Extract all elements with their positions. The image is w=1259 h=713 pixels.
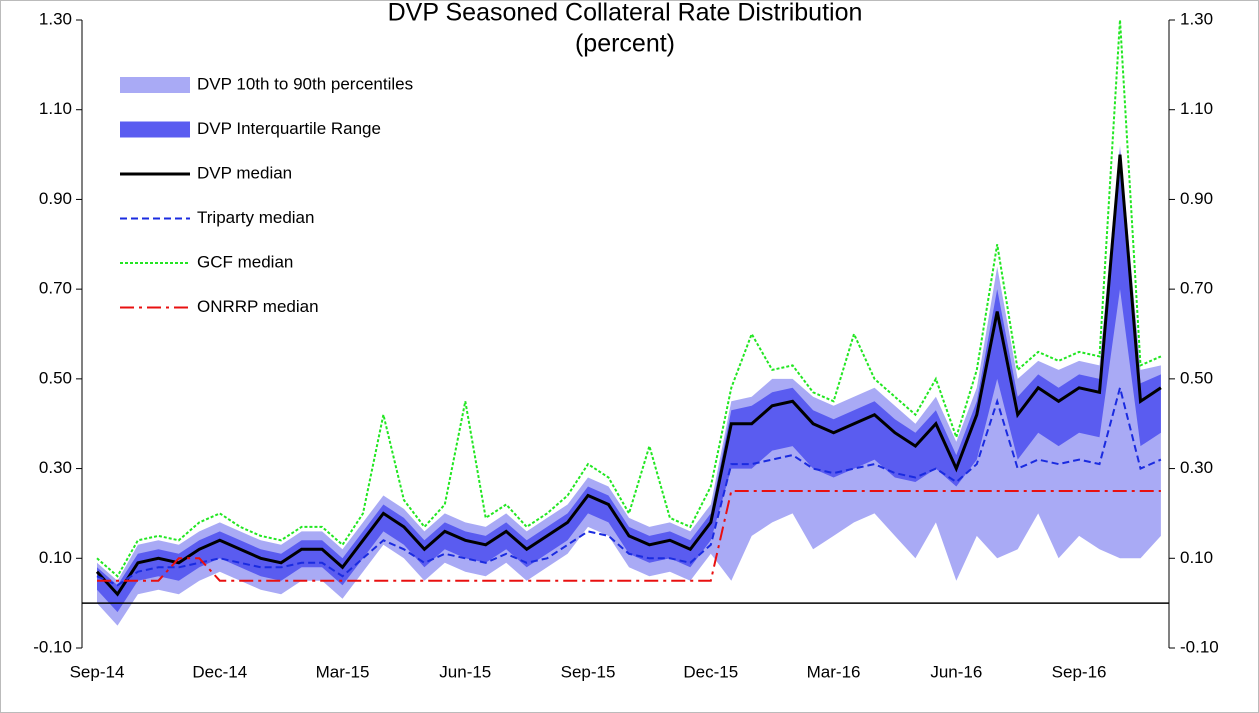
y-tick-label: 0.30 <box>39 458 72 477</box>
y2-tick-label: 1.10 <box>1180 99 1213 118</box>
series-line <box>96 19 1162 578</box>
x-tick-label: Sep-16 <box>1052 662 1107 681</box>
legend-label: GCF median <box>197 252 293 271</box>
series-line <box>95 154 1162 597</box>
y2-tick-label: 0.90 <box>1180 189 1213 208</box>
band-area <box>97 145 1161 626</box>
chart-subtitle: (percent) <box>575 30 675 58</box>
y2-tick-label: 1.30 <box>1180 9 1213 28</box>
legend-label: Triparty median <box>197 208 314 227</box>
y-tick-label: 0.50 <box>39 368 72 387</box>
series-line <box>96 383 1162 587</box>
x-tick-label: Jun-16 <box>930 662 982 681</box>
legend-label: DVP 10th to 90th percentiles <box>197 74 413 93</box>
y2-tick-label: 0.70 <box>1180 279 1213 298</box>
y2-tick-label: 0.50 <box>1180 368 1213 387</box>
y-tick-label: 0.70 <box>39 279 72 298</box>
y-tick-label: 0.90 <box>39 189 72 208</box>
y-tick-label: -0.10 <box>33 637 72 656</box>
legend-label: ONRRP median <box>197 297 319 316</box>
x-tick-label: Dec-14 <box>192 662 247 681</box>
x-tick-label: Sep-14 <box>70 662 125 681</box>
y2-tick-label: -0.10 <box>1180 637 1219 656</box>
x-tick-label: Mar-15 <box>316 662 370 681</box>
legend-label: DVP Interquartile Range <box>197 119 381 138</box>
legend-swatch <box>120 77 190 93</box>
y-tick-label: 1.10 <box>39 99 72 118</box>
legend-swatch <box>120 121 190 138</box>
chart-title: DVP Seasoned Collateral Rate Distributio… <box>388 0 863 27</box>
legend-label: DVP median <box>197 163 292 182</box>
x-tick-label: Jun-15 <box>439 662 491 681</box>
x-tick-label: Dec-15 <box>683 662 738 681</box>
series-line <box>97 490 1161 582</box>
y2-tick-label: 0.30 <box>1180 458 1213 477</box>
y2-tick-label: 0.10 <box>1180 548 1213 567</box>
y-tick-label: 0.10 <box>39 548 72 567</box>
x-tick-label: Sep-15 <box>561 662 616 681</box>
x-tick-label: Mar-16 <box>807 662 861 681</box>
y-tick-label: 1.30 <box>39 9 72 28</box>
